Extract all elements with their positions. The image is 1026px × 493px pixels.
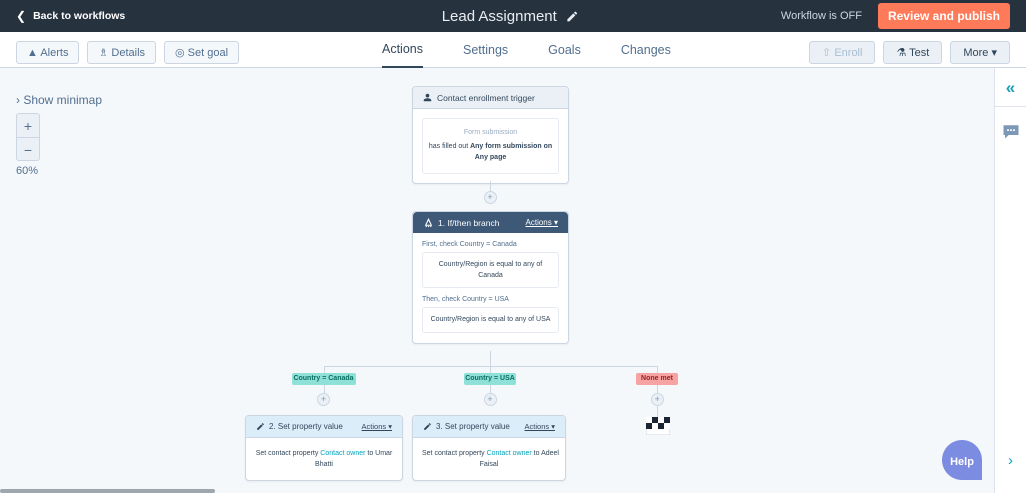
svg-text:Help: Help: [950, 456, 974, 468]
